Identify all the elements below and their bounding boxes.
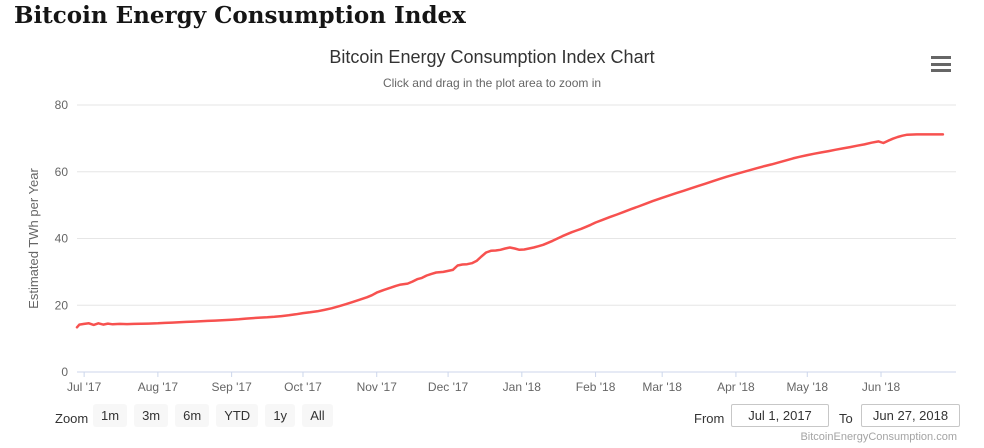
zoom-button-all[interactable]: All <box>302 404 333 427</box>
to-label: To <box>839 411 853 426</box>
zoom-button-1y[interactable]: 1y <box>265 404 296 427</box>
attribution-link[interactable]: BitcoinEnergyConsumption.com <box>800 431 957 443</box>
zoom-button-6m[interactable]: 6m <box>175 404 210 427</box>
chart-title: Bitcoin Energy Consumption Index Chart <box>329 47 655 67</box>
y-tick-label: 40 <box>55 232 69 246</box>
to-date-input[interactable] <box>861 404 960 427</box>
x-tick-label: Aug '17 <box>138 380 179 394</box>
zoom-button-group: 1m 3m 6m YTD 1y All <box>93 404 333 427</box>
zoom-label: Zoom <box>55 411 89 426</box>
series-line <box>75 133 945 329</box>
from-date-input[interactable] <box>731 404 829 427</box>
y-tick-label: 0 <box>61 365 68 379</box>
x-tick-label: Jun '18 <box>862 380 901 394</box>
y-tick-label: 60 <box>55 165 69 179</box>
plot-area[interactable] <box>77 105 956 372</box>
chart-subtitle: Click and drag in the plot area to zoom … <box>382 76 602 90</box>
x-tick-label: Mar '18 <box>642 380 682 394</box>
x-tick-label: Sep '17 <box>211 380 252 394</box>
zoom-button-3m[interactable]: 3m <box>134 404 169 427</box>
from-label: From <box>694 411 725 426</box>
x-tick-label: Dec '17 <box>428 380 469 394</box>
y-tick-label: 20 <box>55 298 69 312</box>
hamburger-menu-icon[interactable] <box>931 56 951 73</box>
x-tick-label: Nov '17 <box>357 380 398 394</box>
zoom-button-1m[interactable]: 1m <box>93 404 128 427</box>
x-tick-label: Feb '18 <box>576 380 616 394</box>
x-tick-label: Jul '17 <box>67 380 102 394</box>
page-title: Bitcoin Energy Consumption Index <box>14 2 466 29</box>
y-tick-label: 80 <box>55 98 69 112</box>
y-axis-title: Estimated TWh per Year <box>26 168 41 309</box>
zoom-button-ytd[interactable]: YTD <box>216 404 259 427</box>
x-tick-label: Jan '18 <box>503 380 542 394</box>
x-tick-label: May '18 <box>786 380 828 394</box>
x-tick-label: Apr '18 <box>717 380 755 394</box>
x-tick-label: Oct '17 <box>284 380 322 394</box>
